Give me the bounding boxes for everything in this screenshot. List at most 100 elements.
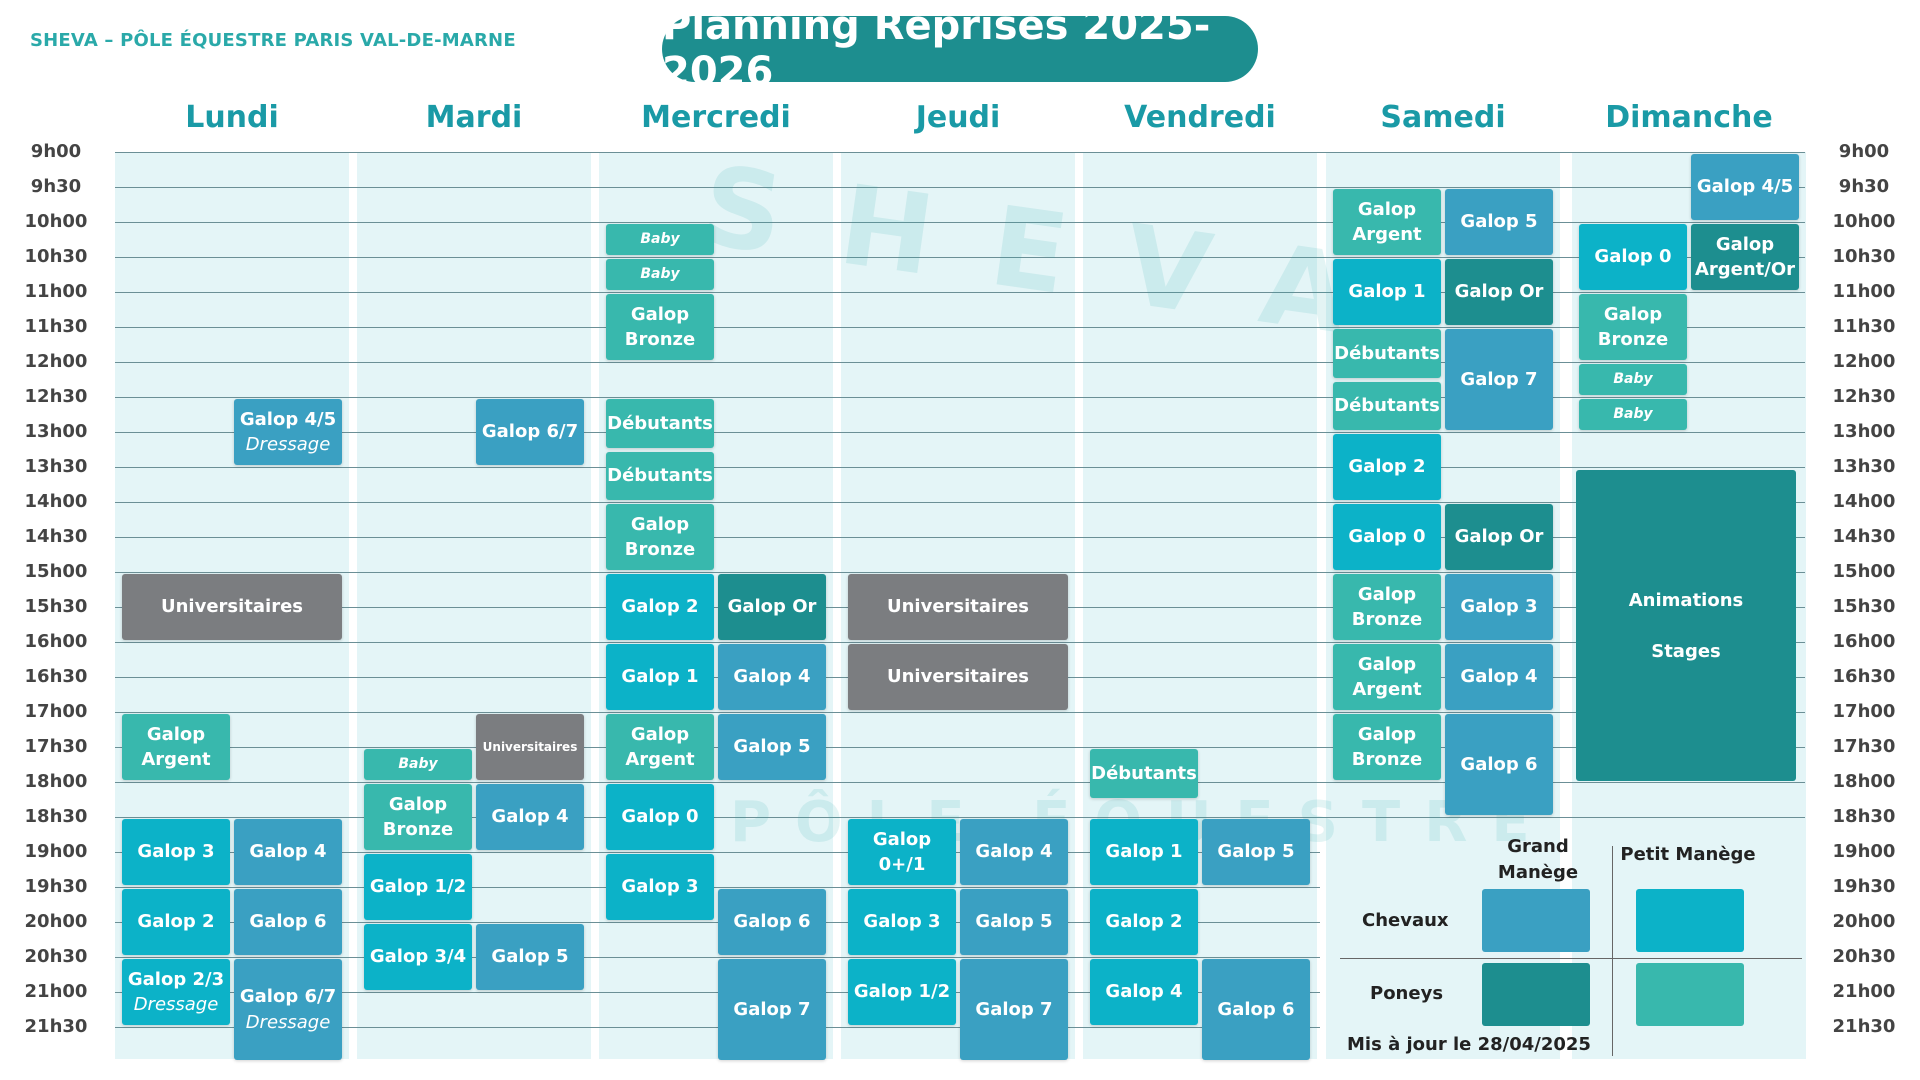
class-block-galop-bronze[interactable]: Galop Bronze [1333,714,1441,780]
class-block-galop-5[interactable]: Galop 5 [960,889,1068,955]
class-block-galop-4[interactable]: Galop 4 [476,784,584,850]
class-block-baby[interactable]: Baby [1579,364,1687,395]
gridline [115,537,1805,538]
class-block-universitaires[interactable]: Universitaires [848,574,1068,640]
class-block-galop-argent[interactable]: Galop Argent [122,714,230,780]
class-block-galop-0[interactable]: Galop 0 [1333,504,1441,570]
class-block-galop-4[interactable]: Galop 4 [234,819,342,885]
class-block-galop-6[interactable]: Galop 6 [1202,959,1310,1060]
class-block-galop-or[interactable]: Galop Or [718,574,826,640]
class-block-galop-5[interactable]: Galop 5 [718,714,826,780]
class-block-universitaires[interactable]: Universitaires [848,644,1068,710]
class-block-galop-7[interactable]: Galop 7 [960,959,1068,1060]
class-block-galop-argent-or[interactable]: Galop Argent/Or [1691,224,1799,290]
class-block-galop-bronze[interactable]: Galop Bronze [1333,574,1441,640]
time-label: 12h30 [24,386,88,407]
class-label: Galop 4/5 [239,408,337,430]
time-label: 12h30 [1832,386,1896,407]
class-block-galop-1[interactable]: Galop 1 [606,644,714,710]
class-block-galop-2[interactable]: Galop 2 [1333,434,1441,500]
class-block-galop-2[interactable]: Galop 2 [606,574,714,640]
class-block-universitaires[interactable]: Universitaires [476,714,584,780]
page-title-text: Planning Reprises 2025-2026 [662,3,1211,95]
class-block-debutants[interactable]: Débutants [1090,749,1198,798]
class-label: Galop 3 [1460,596,1538,618]
class-block-debutants[interactable]: Débutants [606,451,714,500]
class-label: Universitaires [160,596,304,618]
class-block-galop-6[interactable]: Galop 6 [234,889,342,955]
class-block-galop-0-1[interactable]: Galop 0+/1 [848,819,956,885]
legend-row-chevaux: Chevaux [1362,910,1449,931]
class-block-galop-7[interactable]: Galop 7 [718,959,826,1060]
gridline [115,292,1805,293]
class-block-galop-4-5[interactable]: Galop 4/5 [1691,154,1799,220]
class-block-galop-6-7[interactable]: Galop 6/7 [476,399,584,465]
class-block-galop-bronze[interactable]: Galop Bronze [606,294,714,360]
time-label: 18h30 [1832,806,1896,827]
class-block-baby[interactable]: Baby [364,749,472,780]
time-label: 15h30 [24,596,88,617]
class-block-baby[interactable]: Baby [606,224,714,255]
class-block-baby[interactable]: Baby [1579,399,1687,430]
class-block-galop-4[interactable]: Galop 4 [960,819,1068,885]
class-block-galop-4[interactable]: Galop 4 [1445,644,1553,710]
class-block-galop-or[interactable]: Galop Or [1445,504,1553,570]
class-label: Galop 5 [491,946,569,968]
class-block-galop-4-5[interactable]: Galop 4/5 Dressage [234,399,342,465]
class-label: Galop 6 [249,911,327,933]
class-block-galop-0[interactable]: Galop 0 [1579,224,1687,290]
time-label: 13h30 [1832,456,1896,477]
class-block-galop-7[interactable]: Galop 7 [1445,329,1553,430]
class-block-galop-bronze[interactable]: Galop Bronze [364,784,472,850]
class-block-galop-bronze[interactable]: Galop Bronze [606,504,714,570]
gridline [115,572,1805,573]
class-block-galop-1-2[interactable]: Galop 1/2 [848,959,956,1025]
class-block-galop-3[interactable]: Galop 3 [1445,574,1553,640]
class-block-baby[interactable]: Baby [606,259,714,290]
class-label: Débutants [607,412,713,434]
class-block-galop-1-2[interactable]: Galop 1/2 [364,854,472,920]
time-label: 15h30 [1832,596,1896,617]
class-label: Galop 2 [137,911,215,933]
class-block-galop-or[interactable]: Galop Or [1445,259,1553,325]
class-block-galop-1[interactable]: Galop 1 [1090,819,1198,885]
time-label: 12h00 [24,351,88,372]
class-label: Galop 2/3 [127,968,225,990]
time-label: 10h00 [1832,211,1896,232]
class-block-galop-2[interactable]: Galop 2 [122,889,230,955]
time-label: 11h00 [1832,281,1896,302]
class-block-galop-6-7[interactable]: Galop 6/7 Dressage [234,959,342,1060]
class-block-debutants[interactable]: Débutants [1333,329,1441,378]
class-block-galop-0[interactable]: Galop 0 [606,784,714,850]
class-block-galop-3[interactable]: Galop 3 [122,819,230,885]
time-label: 20h30 [1832,946,1896,967]
class-block-galop-argent[interactable]: Galop Argent [1333,644,1441,710]
class-block-galop-4[interactable]: Galop 4 [1090,959,1198,1025]
time-label: 13h30 [24,456,88,477]
gridline [115,257,1805,258]
class-block-debutants[interactable]: Débutants [606,399,714,448]
class-block-galop-3-4[interactable]: Galop 3/4 [364,924,472,990]
class-block-galop-bronze[interactable]: Galop Bronze [1579,294,1687,360]
class-block-galop-1[interactable]: Galop 1 [1333,259,1441,325]
class-block-galop-5[interactable]: Galop 5 [1202,819,1310,885]
class-block-universitaires[interactable]: Universitaires [122,574,342,640]
class-block-galop-argent[interactable]: Galop Argent [1333,189,1441,255]
class-block-galop-5[interactable]: Galop 5 [1445,189,1553,255]
class-block-galop-2-3[interactable]: Galop 2/3 Dressage [122,959,230,1025]
class-label: Galop Bronze [1597,303,1669,350]
class-block-galop-2[interactable]: Galop 2 [1090,889,1198,955]
time-label: 15h00 [24,561,88,582]
class-block-galop-4[interactable]: Galop 4 [718,644,826,710]
class-block-galop-argent[interactable]: Galop Argent [606,714,714,780]
class-label: Baby [1613,370,1653,387]
class-block-debutants[interactable]: Débutants [1333,381,1441,430]
class-block-galop-6[interactable]: Galop 6 [1445,714,1553,815]
animations-stages-block[interactable]: Animations Stages [1576,470,1796,781]
class-block-galop-6[interactable]: Galop 6 [718,889,826,955]
class-block-galop-3[interactable]: Galop 3 [606,854,714,920]
class-discipline: Dressage [245,1011,331,1033]
class-block-galop-3[interactable]: Galop 3 [848,889,956,955]
class-label: Baby [398,755,438,772]
class-block-galop-5[interactable]: Galop 5 [476,924,584,990]
